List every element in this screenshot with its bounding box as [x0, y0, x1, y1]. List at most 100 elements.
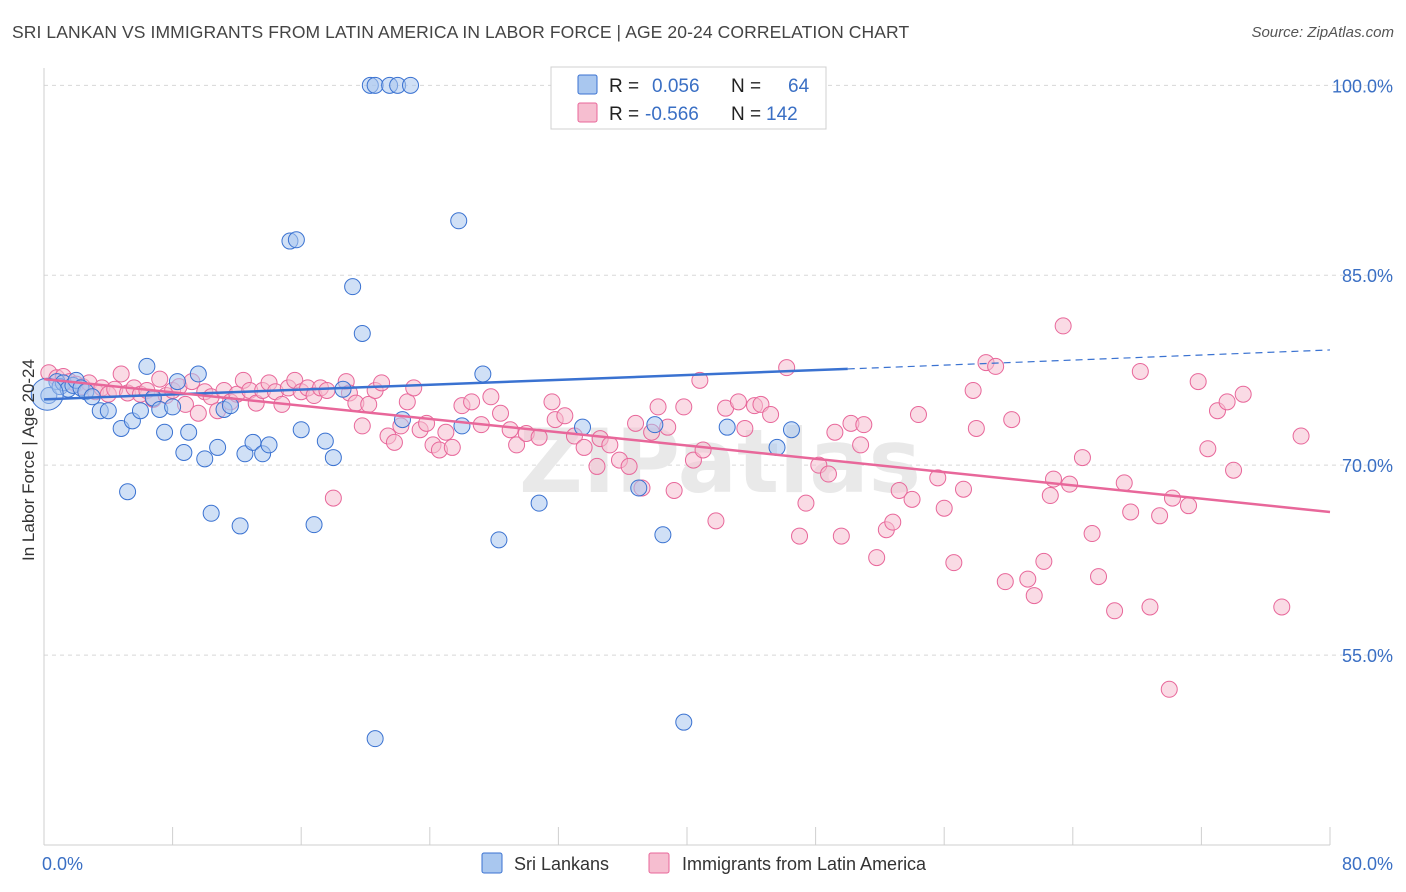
legend-n-label-pink: N = [731, 104, 761, 125]
data-point [1189, 373, 1207, 391]
data-point [1292, 427, 1310, 445]
data-point [318, 381, 336, 399]
x-tick-label: 80.0% [1342, 854, 1393, 874]
data-point [151, 370, 169, 388]
y-tick-label: 100.0% [1332, 76, 1393, 96]
data-point [588, 457, 606, 475]
bottom-legend-label-blue: Sri Lankans [514, 854, 609, 874]
data-point [530, 494, 548, 512]
data-point [366, 730, 384, 748]
bottom-legend: Sri Lankans Immigrants from Latin Americ… [481, 852, 927, 874]
legend-swatch-pink [577, 102, 598, 123]
data-point [1122, 503, 1140, 521]
data-point [292, 421, 310, 439]
data-point [168, 373, 186, 391]
legend-swatch-blue [577, 74, 598, 95]
data-point [954, 480, 972, 498]
data-point [324, 489, 342, 507]
data-point [189, 365, 207, 383]
data-point [762, 406, 780, 424]
data-point [718, 418, 736, 436]
data-point [1035, 552, 1053, 570]
data-point [501, 421, 519, 439]
data-point [99, 402, 117, 420]
data-point [1163, 489, 1181, 507]
data-point [156, 423, 174, 441]
data-point [490, 531, 508, 549]
data-point [305, 516, 323, 534]
data-point [492, 404, 510, 422]
y-axis-label: In Labor Force | Age 20-24 [19, 359, 38, 561]
data-point [1273, 598, 1291, 616]
data-point [736, 419, 754, 437]
x-tick-labels: 0.0% 80.0% [42, 854, 1393, 874]
data-point [630, 479, 648, 497]
data-point [556, 407, 574, 425]
data-point [945, 554, 963, 572]
data-point [287, 231, 305, 249]
data-point [324, 449, 342, 467]
legend-n-value-pink: 142 [766, 104, 798, 125]
data-point [474, 365, 492, 383]
blue-series-points [30, 76, 800, 748]
data-point [393, 411, 411, 429]
data-point [996, 573, 1014, 591]
data-point [964, 381, 982, 399]
data-point [1041, 487, 1059, 505]
trend-lines [43, 349, 1331, 514]
bottom-legend-swatch-blue [481, 852, 503, 874]
chart-title: SRI LANKAN VS IMMIGRANTS FROM LATIN AMER… [12, 22, 910, 42]
data-point [138, 357, 156, 375]
data-point [929, 469, 947, 487]
bottom-legend-swatch-pink [648, 852, 670, 874]
data-point [450, 212, 468, 230]
data-point [1225, 461, 1243, 479]
data-point [164, 398, 182, 416]
data-point [209, 438, 227, 456]
data-point [1073, 449, 1091, 467]
data-point [366, 76, 384, 94]
data-point [675, 398, 693, 416]
data-point [508, 436, 526, 454]
data-point [903, 490, 921, 508]
data-point [575, 438, 593, 456]
data-point [1106, 602, 1124, 620]
trend-line-blue [43, 367, 848, 401]
data-point [1180, 497, 1198, 515]
data-point [1083, 525, 1101, 543]
data-point [443, 438, 461, 456]
data-point [1199, 440, 1217, 458]
data-point [691, 371, 709, 389]
data-point [202, 504, 220, 522]
data-point [1151, 507, 1169, 525]
data-point [175, 444, 193, 461]
bottom-legend-label-pink: Immigrants from Latin America [682, 854, 927, 874]
y-tick-label: 70.0% [1342, 456, 1393, 476]
data-point [1019, 570, 1037, 588]
legend-r-label-pink: R = [609, 104, 639, 125]
data-point [1218, 393, 1236, 411]
data-point [819, 465, 837, 483]
data-point [1234, 385, 1252, 403]
data-point [353, 417, 371, 435]
y-tick-labels: 100.0% 85.0% 70.0% 55.0% [1332, 76, 1393, 666]
data-point [649, 398, 667, 416]
chart-source: Source: ZipAtlas.com [1251, 24, 1394, 41]
data-point [1131, 362, 1149, 380]
legend-n-label-blue: N = [731, 76, 761, 97]
data-point [405, 379, 423, 397]
data-point [1141, 598, 1159, 616]
data-point [884, 513, 902, 531]
data-point [437, 423, 455, 441]
data-point [131, 402, 149, 420]
data-point [385, 433, 403, 451]
data-point [868, 549, 886, 567]
data-point [119, 483, 137, 501]
data-point [852, 436, 870, 454]
data-point [1054, 317, 1072, 335]
legend-r-value-pink: -0.566 [645, 104, 699, 125]
legend-r-label-blue: R = [609, 76, 639, 97]
data-point [646, 416, 664, 434]
data-point [402, 76, 420, 94]
